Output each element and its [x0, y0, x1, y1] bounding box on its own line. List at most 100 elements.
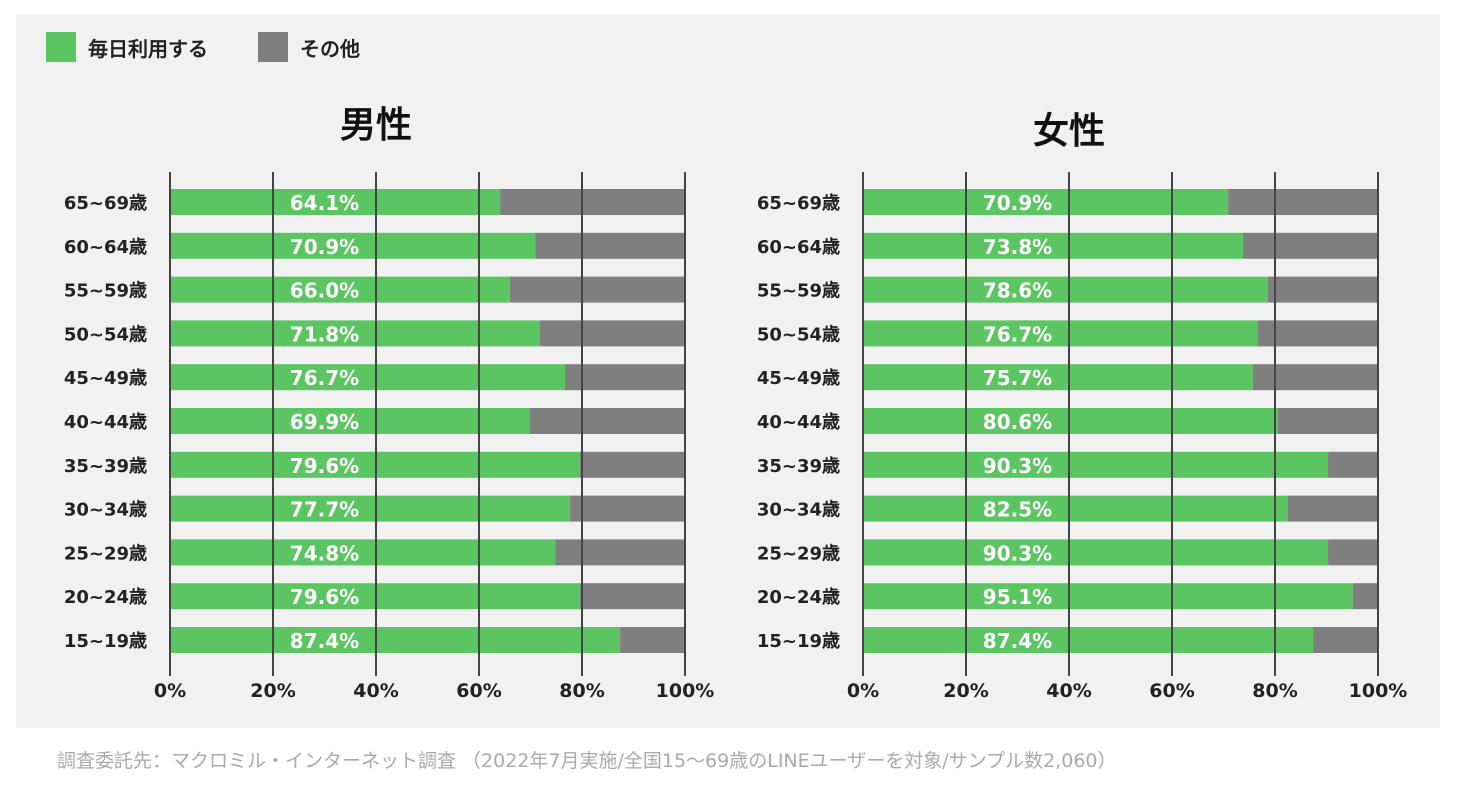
bar-daily — [170, 276, 510, 303]
bar-other — [1258, 320, 1378, 347]
source-note: 調査委託先：マクロミル・インターネット調査 （2022年7月実施/全国15～69… — [57, 750, 1117, 772]
data-label: 90.3% — [983, 541, 1052, 565]
bar-daily — [863, 232, 1244, 259]
x-tick-label: 20% — [250, 680, 295, 702]
bar-daily — [863, 451, 1329, 478]
bar-other — [1228, 189, 1378, 215]
bar-daily — [170, 232, 536, 259]
data-label: 79.6% — [290, 585, 359, 609]
bar-daily — [170, 539, 556, 566]
x-tick-label: 0% — [847, 680, 879, 702]
bar-daily — [863, 189, 1229, 215]
data-label: 74.8% — [290, 541, 359, 565]
x-tick-label: 100% — [1349, 680, 1408, 702]
bar-daily — [170, 451, 580, 478]
data-label: 70.9% — [290, 235, 359, 259]
bar-daily — [863, 583, 1353, 610]
data-label: 66.0% — [290, 279, 359, 303]
bar-daily — [170, 495, 571, 522]
category-label: 30~34歳 — [64, 500, 147, 521]
bar-other — [1252, 364, 1378, 391]
bar-other — [1328, 539, 1378, 566]
x-tick-label: 80% — [559, 680, 604, 702]
data-label: 87.4% — [983, 629, 1052, 653]
category-label: 15~19歳 — [64, 631, 147, 652]
x-tick-label: 60% — [456, 680, 501, 702]
category-label: 35~39歳 — [64, 456, 147, 477]
data-label: 79.6% — [290, 454, 359, 478]
x-tick-label: 40% — [353, 680, 398, 702]
bar-other — [570, 495, 685, 522]
bar-daily — [863, 539, 1329, 566]
bar-other — [1313, 627, 1378, 653]
category-label: 50~54歳 — [757, 324, 840, 345]
legend-label: その他 — [300, 36, 360, 61]
category-label: 55~59歳 — [64, 281, 147, 302]
x-tick-label: 0% — [154, 680, 186, 702]
category-label: 65~69歳 — [757, 193, 840, 214]
bar-daily — [863, 320, 1259, 347]
data-label: 78.6% — [983, 279, 1052, 303]
chart-title-male: 男性 — [340, 105, 413, 146]
category-label: 60~64歳 — [757, 237, 840, 258]
x-tick-label: 40% — [1046, 680, 1091, 702]
x-tick-label: 100% — [656, 680, 715, 702]
data-label: 70.9% — [983, 191, 1052, 215]
bar-daily — [863, 627, 1314, 653]
bar-daily — [863, 495, 1288, 522]
category-label: 15~19歳 — [757, 631, 840, 652]
bar-other — [579, 451, 685, 478]
bar-other — [1267, 276, 1378, 303]
data-label: 95.1% — [983, 585, 1052, 609]
bar-other — [620, 627, 685, 653]
data-label: 73.8% — [983, 235, 1052, 259]
category-label: 45~49歳 — [757, 368, 840, 389]
bar-other — [1287, 495, 1378, 522]
bar-other — [555, 539, 685, 566]
data-label: 90.3% — [983, 454, 1052, 478]
bar-daily — [170, 583, 580, 610]
bar-other — [1243, 232, 1378, 259]
data-label: 71.8% — [290, 322, 359, 346]
bar-other — [1328, 451, 1378, 478]
bar-other — [579, 583, 685, 610]
category-label: 30~34歳 — [757, 500, 840, 521]
category-label: 40~44歳 — [757, 412, 840, 433]
bar-daily — [863, 276, 1268, 303]
bar-daily — [170, 364, 566, 391]
data-label: 87.4% — [290, 629, 359, 653]
x-tick-label: 60% — [1149, 680, 1194, 702]
bar-daily — [863, 408, 1279, 434]
category-label: 25~29歳 — [757, 543, 840, 564]
category-label: 45~49歳 — [64, 368, 147, 389]
chart-title-female: 女性 — [1033, 111, 1106, 152]
data-label: 80.6% — [983, 410, 1052, 434]
data-label: 76.7% — [290, 366, 359, 390]
legend-item-daily: 毎日利用する — [46, 32, 208, 62]
bar-other — [535, 232, 685, 259]
bar-daily — [863, 364, 1253, 391]
legend-swatch-green — [46, 32, 76, 62]
category-label: 35~39歳 — [757, 456, 840, 477]
bar-other — [1352, 583, 1378, 610]
data-label: 64.1% — [290, 191, 359, 215]
category-label: 50~54歳 — [64, 324, 147, 345]
data-label: 75.7% — [983, 366, 1052, 390]
bar-daily — [170, 189, 501, 215]
x-tick-label: 20% — [943, 680, 988, 702]
bar-other — [509, 276, 685, 303]
category-label: 65~69歳 — [64, 193, 147, 214]
data-label: 76.7% — [983, 322, 1052, 346]
category-label: 60~64歳 — [64, 237, 147, 258]
bar-other — [565, 364, 685, 391]
bar-daily — [170, 408, 530, 434]
legend-item-other: その他 — [258, 32, 360, 62]
category-label: 20~24歳 — [757, 587, 840, 608]
legend-label: 毎日利用する — [88, 36, 208, 61]
data-label: 82.5% — [983, 498, 1052, 522]
bar-other — [529, 408, 685, 434]
category-label: 55~59歳 — [757, 281, 840, 302]
legend-swatch-gray — [258, 32, 288, 62]
category-label: 25~29歳 — [64, 543, 147, 564]
